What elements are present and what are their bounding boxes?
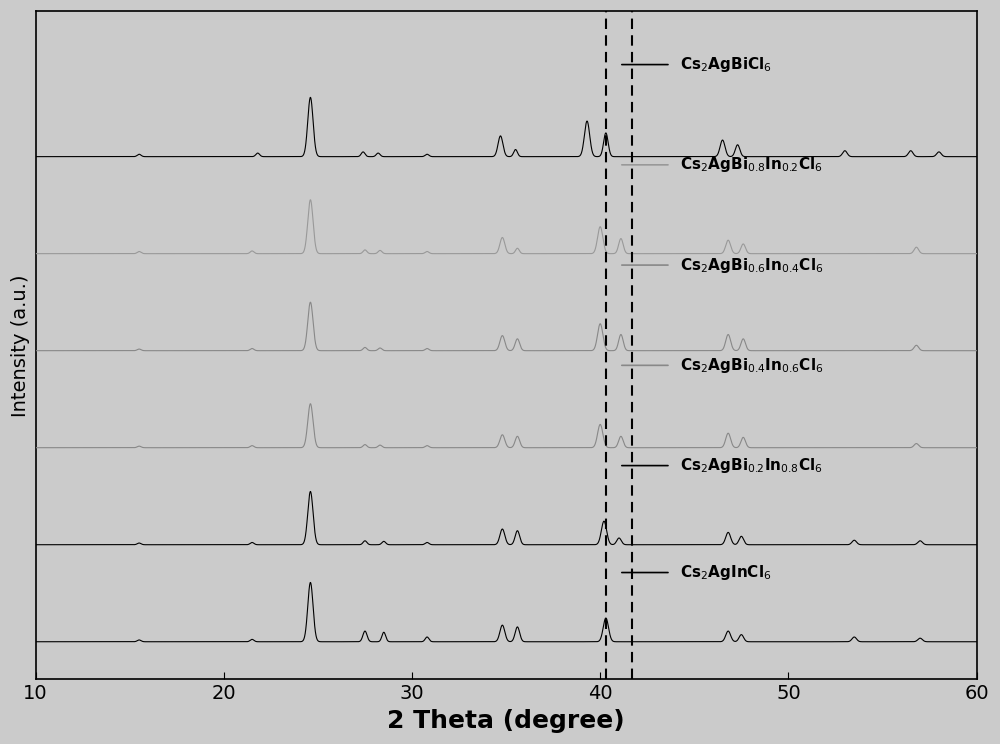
Text: Cs$_2$AgInCl$_6$: Cs$_2$AgInCl$_6$ [680,563,772,582]
Text: Cs$_2$AgBi$_{0.2}$In$_{0.8}$Cl$_6$: Cs$_2$AgBi$_{0.2}$In$_{0.8}$Cl$_6$ [680,456,823,475]
Text: Cs$_2$AgBi$_{0.8}$In$_{0.2}$Cl$_6$: Cs$_2$AgBi$_{0.8}$In$_{0.2}$Cl$_6$ [680,155,823,174]
Text: Cs$_2$AgBiCl$_6$: Cs$_2$AgBiCl$_6$ [680,55,772,74]
Y-axis label: Intensity (a.u.): Intensity (a.u.) [11,274,30,417]
Text: Cs$_2$AgBi$_{0.6}$In$_{0.4}$Cl$_6$: Cs$_2$AgBi$_{0.6}$In$_{0.4}$Cl$_6$ [680,256,824,275]
Text: Cs$_2$AgBi$_{0.4}$In$_{0.6}$Cl$_6$: Cs$_2$AgBi$_{0.4}$In$_{0.6}$Cl$_6$ [680,356,824,375]
X-axis label: 2 Theta (degree): 2 Theta (degree) [387,709,625,733]
